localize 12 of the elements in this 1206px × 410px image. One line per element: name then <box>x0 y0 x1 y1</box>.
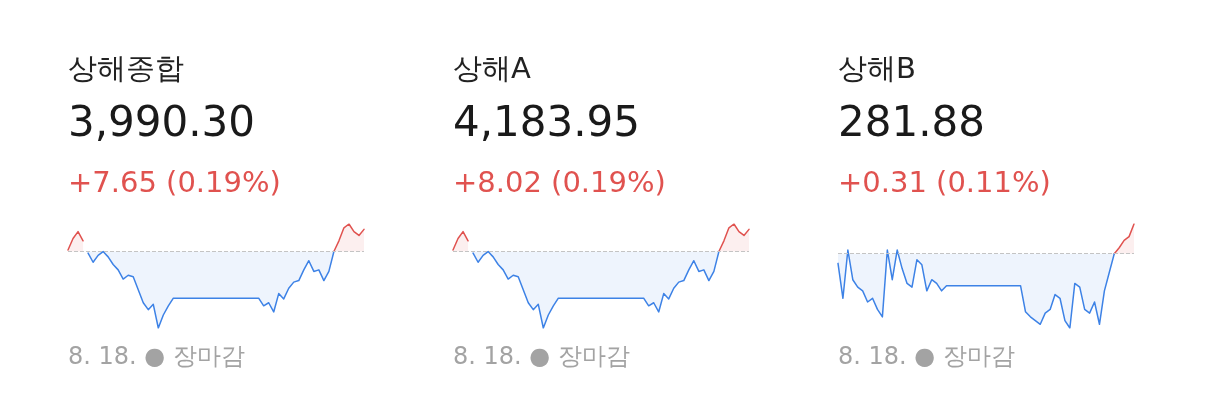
text: 8. 18. ● 장마감 <box>68 341 246 372</box>
chart-subtitle: 3,990.30 <box>68 96 257 148</box>
text: 8. 18. ● 장마감 <box>838 341 1016 372</box>
chart-title: 상해종합 <box>68 50 185 87</box>
chart-subtitle: 281.88 <box>838 96 986 148</box>
text: +7.65 (0.19%) <box>68 164 282 201</box>
text: +0.31 (0.11%) <box>838 164 1052 201</box>
text: +8.02 (0.19%) <box>453 164 667 201</box>
chart-title: 상해A <box>453 50 532 87</box>
chart-title: 상해B <box>838 50 917 87</box>
text: 8. 18. ● 장마감 <box>453 341 631 372</box>
chart-subtitle: 4,183.95 <box>453 96 642 148</box>
